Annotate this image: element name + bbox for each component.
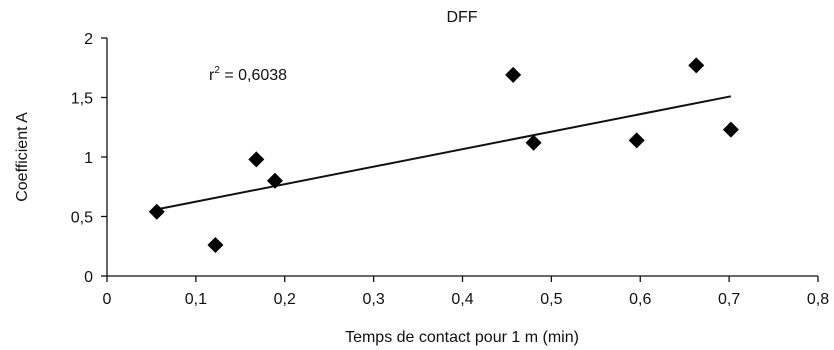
r-squared-annotation: r2 = 0,6038	[209, 65, 287, 84]
x-tick-label: 0,7	[718, 291, 740, 308]
data-point-diamond	[525, 134, 542, 151]
x-tick-label: 0,3	[363, 291, 385, 308]
data-point-diamond	[505, 66, 522, 83]
data-point-diamond	[688, 57, 705, 74]
y-tick-label: 0	[84, 269, 93, 286]
data-point-diamond	[628, 132, 645, 149]
data-point-diamond	[207, 237, 224, 254]
x-tick-label: 0,4	[451, 291, 473, 308]
y-tick-label: 1,5	[71, 91, 93, 108]
chart-title: DFF	[446, 9, 477, 26]
y-axis-title: Coefficient A	[14, 112, 31, 202]
r-squared-value: = 0,6038	[220, 67, 287, 84]
y-ticks: 0 0,5 1 1,5 2	[71, 31, 107, 286]
x-axis-title: Temps de contact pour 1 m (min)	[345, 329, 579, 346]
y-tick-label: 0,5	[71, 210, 93, 227]
x-ticks: 0 0,1 0,2 0,3 0,4 0,5 0,6 0,7 0,8	[103, 276, 829, 308]
x-tick-label: 0,1	[185, 291, 207, 308]
data-point-diamond	[248, 151, 265, 168]
data-points	[148, 57, 739, 254]
data-point-diamond	[722, 121, 739, 138]
x-tick-label: 0,6	[629, 291, 651, 308]
trendline	[156, 95, 732, 211]
r-squared-exponent: 2	[214, 65, 220, 76]
data-point-diamond	[266, 172, 283, 189]
x-tick-label: 0,2	[274, 291, 296, 308]
y-tick-label: 1	[84, 150, 93, 167]
x-tick-label: 0,5	[540, 291, 562, 308]
y-tick-label: 2	[84, 31, 93, 48]
data-point-diamond	[148, 203, 165, 220]
r-squared-symbol: r	[209, 67, 215, 84]
x-tick-label: 0	[103, 291, 112, 308]
x-tick-label: 0,8	[807, 291, 829, 308]
